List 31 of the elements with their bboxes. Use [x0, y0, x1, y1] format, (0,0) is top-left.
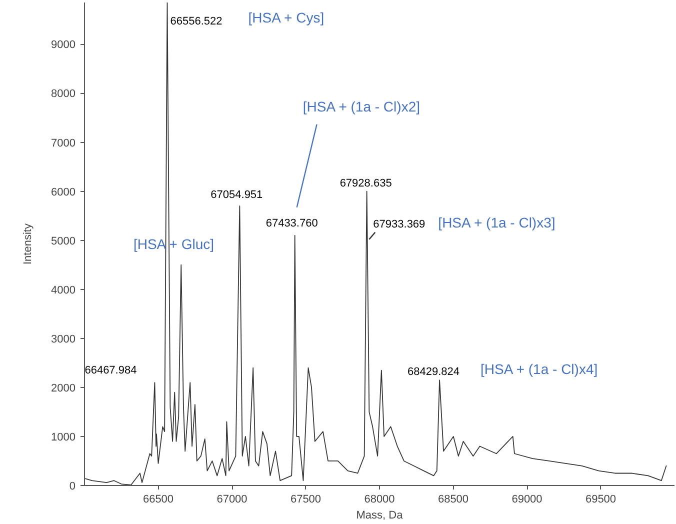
annotation: [HSA + (1a - Cl)x3]: [438, 214, 556, 230]
x-tick-label: 66500: [142, 494, 174, 506]
x-tick-label: 69500: [585, 494, 616, 506]
y-tick-label: 6000: [51, 186, 76, 198]
y-tick-label: 9000: [51, 39, 76, 52]
annotation: 68429.824: [408, 366, 460, 378]
y-tick-label: 4000: [51, 284, 76, 296]
annotation: [HSA + Cys]: [248, 10, 324, 26]
annotation: 67928.635: [340, 177, 392, 190]
y-tick-label: 1000: [51, 431, 76, 444]
annotation: [HSA + (1a - Cl)x4]: [480, 361, 598, 378]
annotation: [HSA + Gluc]: [133, 236, 214, 252]
annotation: 67933.369: [373, 218, 426, 230]
x-tick-label: 67000: [216, 494, 248, 506]
y-tick-label: 2000: [51, 382, 76, 394]
x-tick-label: 68000: [364, 494, 395, 506]
annotation: 66556.522: [170, 16, 222, 28]
annotation: [HSA + (1a - Cl)x2]: [302, 98, 420, 114]
y-tick-label: 5000: [51, 235, 76, 248]
x-tick-label: 67500: [290, 494, 322, 506]
y-tick-label: 3000: [51, 333, 76, 346]
x-axis-title: Mass, Da: [356, 510, 404, 522]
annotation: 66467.984: [84, 364, 137, 377]
annotation: 67433.760: [266, 217, 318, 230]
y-axis-title: Intensity: [22, 223, 34, 264]
y-tick-label: 8000: [51, 88, 76, 100]
annotation: 67054.951: [210, 188, 263, 201]
y-tick-label: 7000: [51, 137, 76, 150]
x-tick-label: 69000: [512, 494, 542, 506]
y-tick-label: 0: [69, 480, 76, 492]
x-tick-label: 68500: [438, 494, 469, 506]
